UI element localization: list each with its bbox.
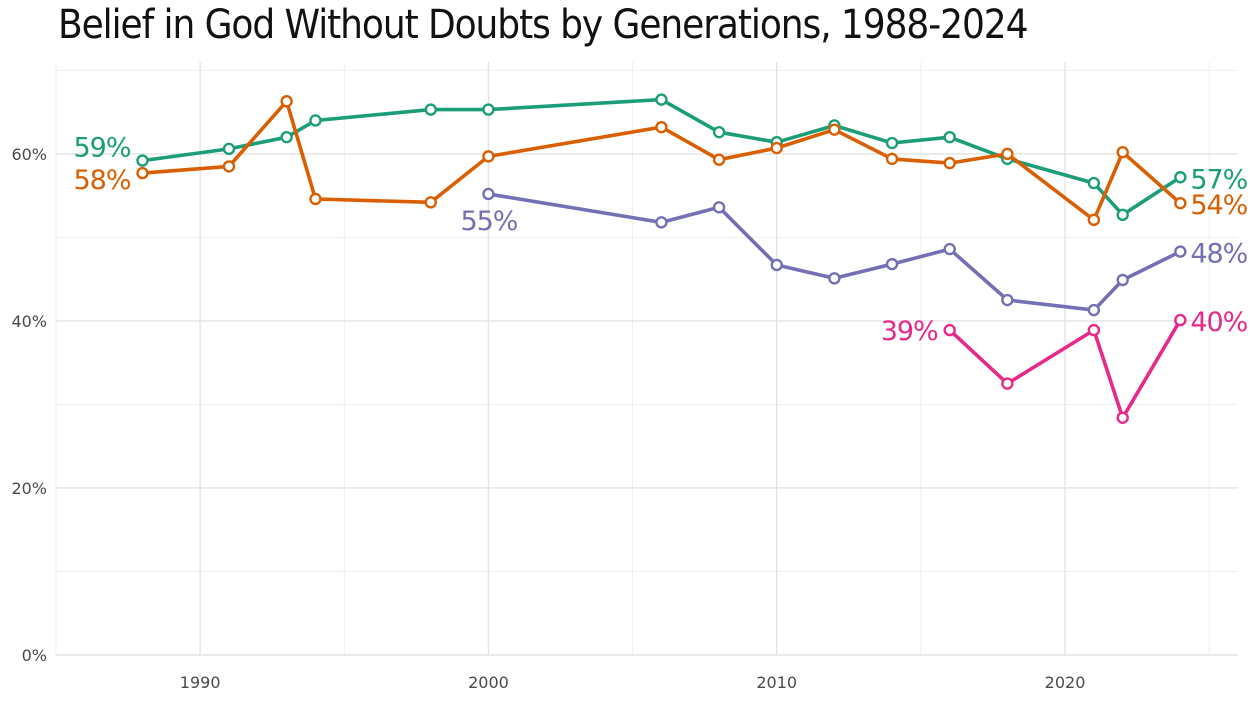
data-point xyxy=(655,93,668,106)
data-point xyxy=(222,160,236,173)
data-point xyxy=(482,150,495,163)
data-point xyxy=(655,120,668,134)
series-end-label: 48% xyxy=(1190,239,1247,270)
data-point xyxy=(136,166,149,180)
data-point xyxy=(1116,273,1129,287)
series-group xyxy=(136,95,1187,227)
data-point xyxy=(424,103,437,116)
y-tick-label: 40% xyxy=(11,312,47,331)
data-point xyxy=(280,95,293,108)
x-tick-label: 1990 xyxy=(180,673,221,692)
series-end-label: 40% xyxy=(1190,307,1247,338)
series-group xyxy=(943,313,1187,424)
series-end-label: 54% xyxy=(1190,190,1247,221)
chart-title: Belief in God Without Doubts by Generati… xyxy=(58,2,1029,48)
series-start-label: 55% xyxy=(460,206,517,237)
data-point xyxy=(943,323,956,337)
data-point xyxy=(770,141,783,155)
series-line xyxy=(486,192,1183,312)
data-point xyxy=(1087,303,1101,317)
series-start-label: 39% xyxy=(881,316,938,347)
data-point xyxy=(1116,411,1129,424)
data-point xyxy=(1174,313,1187,327)
data-point xyxy=(280,130,293,144)
series-start-label: 58% xyxy=(73,165,130,196)
data-point xyxy=(943,242,956,256)
data-point xyxy=(1087,323,1101,337)
data-point xyxy=(885,257,899,271)
series-group xyxy=(136,93,1187,222)
y-tick-label: 0% xyxy=(22,646,47,665)
data-point xyxy=(712,201,726,214)
series-group xyxy=(482,187,1187,317)
data-point xyxy=(1116,208,1129,222)
data-point xyxy=(943,130,956,144)
y-tick-label: 60% xyxy=(11,145,47,164)
data-point xyxy=(1001,293,1014,307)
data-point xyxy=(309,192,322,206)
data-point xyxy=(482,103,495,116)
x-tick-label: 2020 xyxy=(1045,673,1086,692)
data-point xyxy=(885,136,899,150)
data-point xyxy=(136,154,149,167)
series-end-labels: 59% 57% 58% 54% 55% 48% 39% 40% xyxy=(73,133,1248,348)
data-point xyxy=(1116,146,1129,159)
data-point xyxy=(943,156,956,170)
y-tick-label: 20% xyxy=(11,479,47,498)
x-tick-label: 2010 xyxy=(756,673,797,692)
series-start-label: 59% xyxy=(73,133,130,164)
data-point xyxy=(1174,171,1187,184)
data-point xyxy=(712,153,726,166)
series-line xyxy=(140,97,1183,217)
data-point xyxy=(1087,176,1101,190)
x-tick-label: 2000 xyxy=(468,673,509,692)
data-point xyxy=(828,123,841,136)
data-point xyxy=(1087,213,1101,227)
data-point xyxy=(309,114,322,127)
data-point xyxy=(424,196,437,209)
series-line xyxy=(140,99,1183,222)
series-end-label: 57% xyxy=(1190,164,1247,195)
series-layer xyxy=(136,93,1187,424)
gridlines xyxy=(55,62,1238,656)
data-point xyxy=(655,216,668,229)
axis-labels: 1990 2000 2010 2020 0% 20% 40% 60% xyxy=(11,145,1085,692)
data-point xyxy=(482,187,495,201)
data-point xyxy=(1174,196,1187,210)
data-point xyxy=(770,258,783,272)
data-point xyxy=(1174,245,1187,258)
data-point xyxy=(222,142,236,156)
data-point xyxy=(712,125,726,139)
data-point xyxy=(885,152,899,166)
data-point xyxy=(828,272,841,285)
data-point xyxy=(1001,377,1014,390)
data-point xyxy=(1001,147,1014,161)
